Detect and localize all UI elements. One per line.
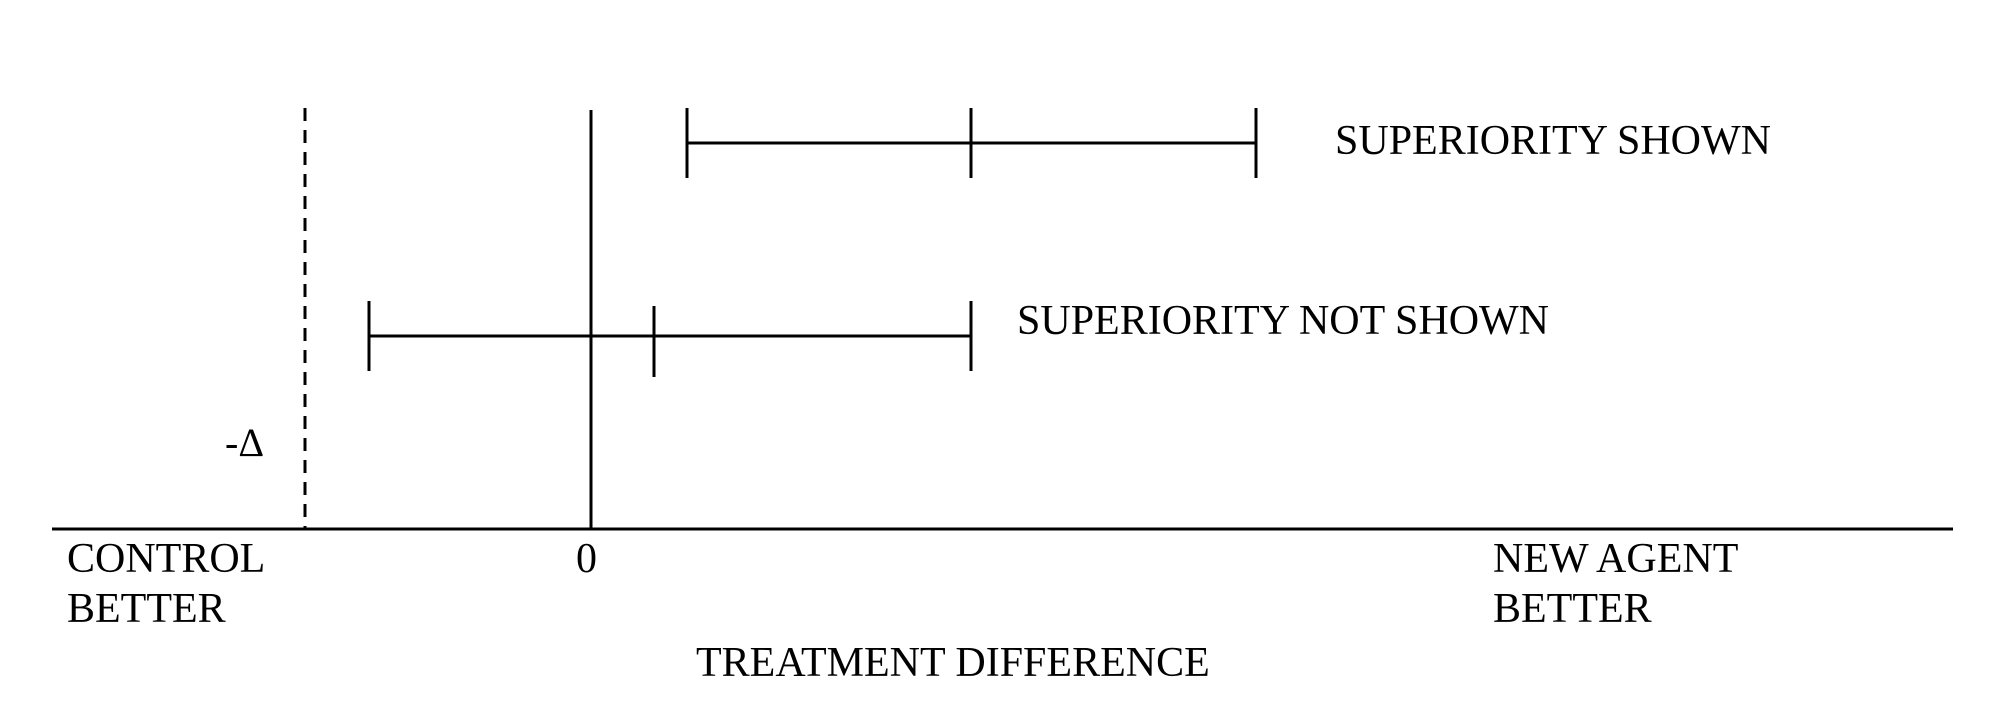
superiority-not-shown-label: SUPERIORITY NOT SHOWN bbox=[1017, 298, 1549, 344]
control-better-label-line1: CONTROL bbox=[67, 536, 265, 582]
superiority-shown-label: SUPERIORITY SHOWN bbox=[1335, 118, 1771, 164]
new-agent-better-label-line2: BETTER bbox=[1493, 586, 1652, 632]
ci-superiority-shown bbox=[685, 108, 1258, 178]
control-better-label-line2: BETTER bbox=[67, 586, 226, 632]
new-agent-better-label-line1: NEW AGENT bbox=[1493, 536, 1738, 582]
ci-superiority-not-shown bbox=[367, 301, 973, 377]
x-axis-title: TREATMENT DIFFERENCE bbox=[696, 640, 1210, 686]
margin-delta-label: -Δ bbox=[225, 420, 264, 465]
zero-tick-label: 0 bbox=[576, 536, 597, 582]
